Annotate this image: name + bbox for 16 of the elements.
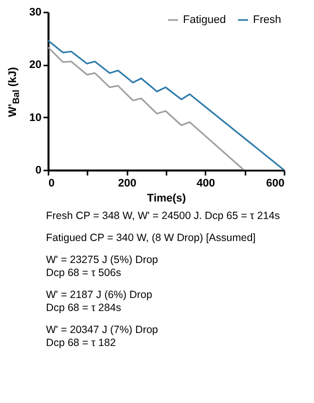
- y-tick-label: 0: [35, 164, 42, 176]
- text: W' = 2187 J (6%) Drop Dcp 68 = τ 284s: [46, 289, 154, 315]
- x-tick-label: 600: [266, 178, 284, 190]
- x-axis-title: Time(s): [147, 192, 186, 204]
- text: W' = 23275 J (5%) Drop Dcp 68 = τ 506s: [46, 254, 160, 280]
- text: Fatigued CP = 340 W, (8 W Drop) [Assumed]: [46, 232, 257, 245]
- text: W' = 20347 J (7%) Drop Dcp 68 = τ 182: [46, 324, 160, 350]
- legend-label: Fatigued: [183, 14, 226, 26]
- x-tick-label: 0: [48, 178, 55, 190]
- y-tick-label: 20: [29, 59, 42, 72]
- legend-label: Fresh: [253, 14, 282, 26]
- y-tick-label: 10: [29, 112, 42, 124]
- x-tick-label: 200: [118, 178, 136, 190]
- y-tick-label: 30: [29, 6, 42, 18]
- x-tick-label: 400: [196, 178, 216, 190]
- text: Fresh CP = 348 W, W' = 24500 J. Dcp 65 = τ 214s: [46, 210, 280, 223]
